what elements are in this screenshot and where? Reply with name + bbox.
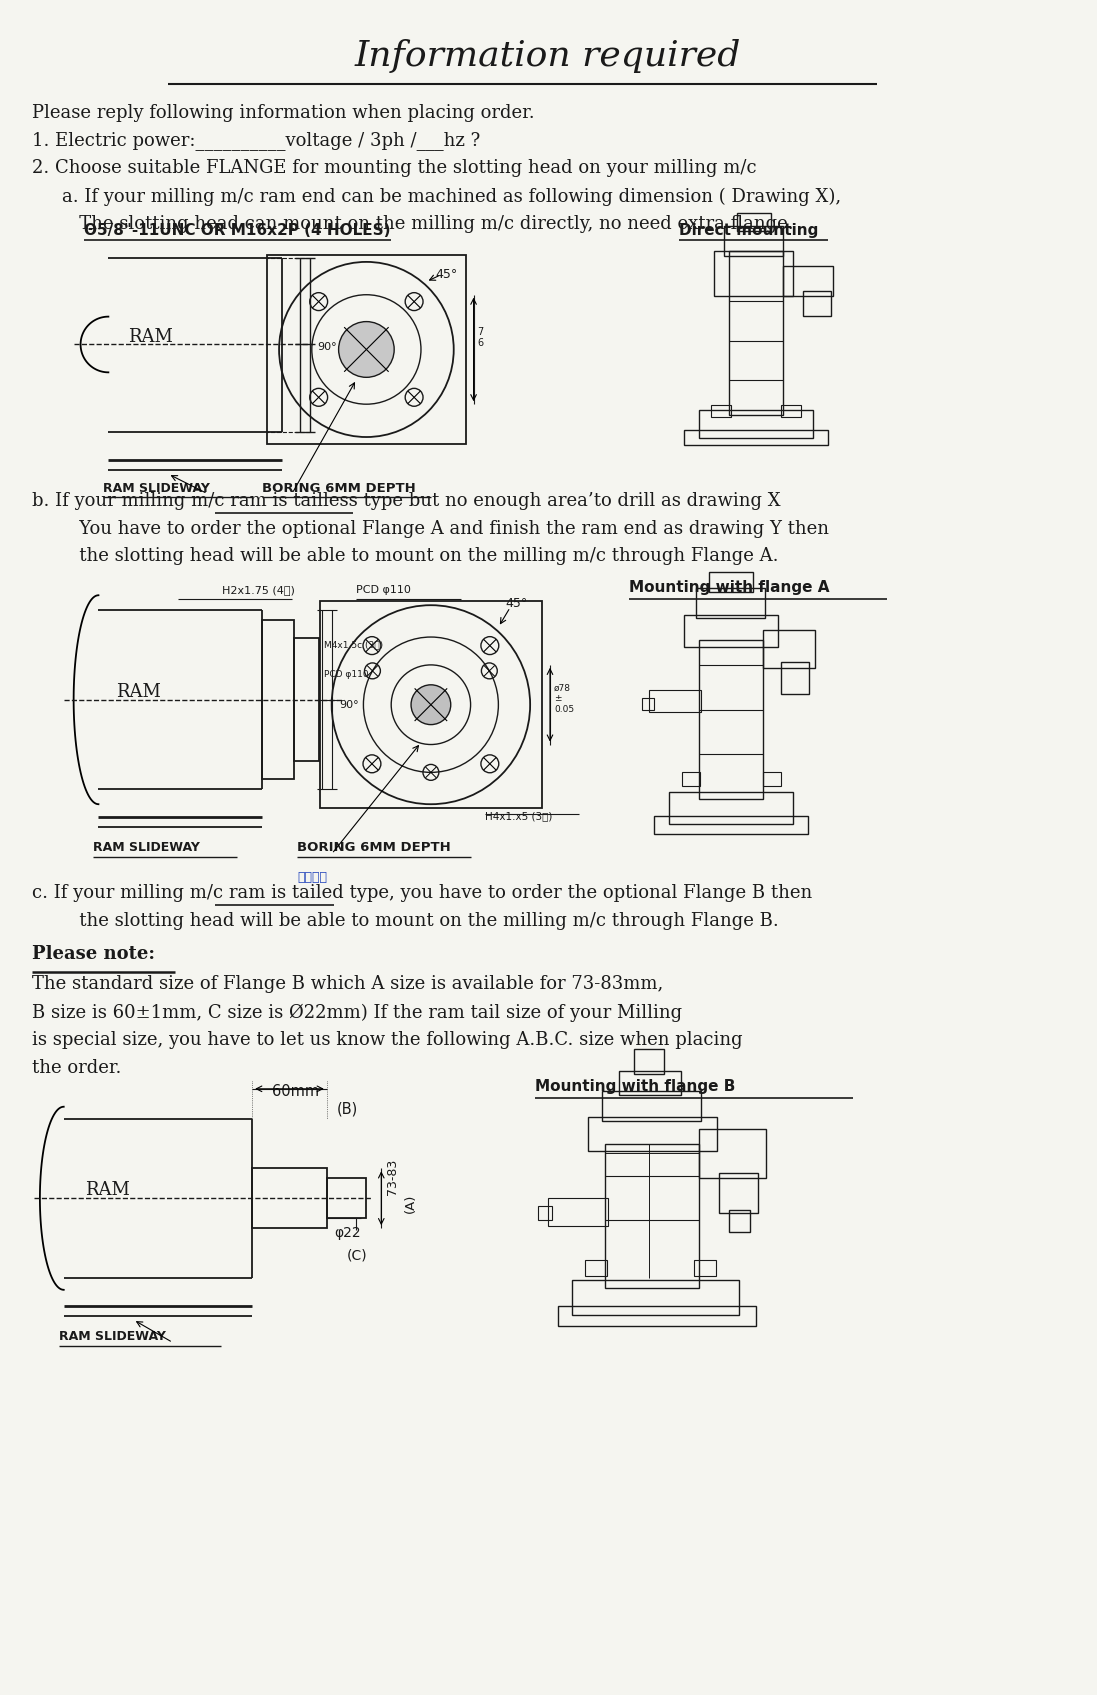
- Bar: [699, 641, 764, 800]
- Text: Information required: Information required: [354, 39, 742, 73]
- Bar: [711, 405, 731, 417]
- Bar: [585, 1259, 607, 1276]
- Bar: [803, 292, 830, 315]
- Text: φ22: φ22: [335, 1225, 361, 1241]
- Bar: [669, 792, 793, 824]
- Bar: [683, 431, 828, 446]
- Bar: [724, 225, 783, 256]
- Text: You have to order the optional Flange A and finish the ram end as drawing Y then: You have to order the optional Flange A …: [61, 520, 828, 537]
- Bar: [714, 251, 793, 295]
- Text: b. If your milling m/c ram is tailless type but no enough area’to drill as drawi: b. If your milling m/c ram is tailless t…: [32, 492, 781, 510]
- Bar: [682, 773, 700, 786]
- Bar: [694, 1259, 715, 1276]
- Bar: [781, 405, 801, 417]
- Bar: [728, 251, 783, 415]
- Bar: [764, 773, 781, 786]
- Text: The slotting head can mount on the milling m/c directly, no need extra flange.: The slotting head can mount on the milli…: [61, 215, 793, 234]
- Bar: [558, 1305, 757, 1325]
- Text: The standard size of Flange B which A size is available for 73-83mm,: The standard size of Flange B which A si…: [32, 975, 664, 993]
- Bar: [572, 1280, 738, 1315]
- Bar: [539, 1207, 552, 1220]
- Text: Please note:: Please note:: [32, 944, 155, 963]
- Text: the order.: the order.: [32, 1059, 122, 1076]
- Circle shape: [411, 685, 451, 724]
- Bar: [634, 1049, 664, 1075]
- Text: is special size, you have to let us know the following A.B.C. size when placing: is special size, you have to let us know…: [32, 1031, 743, 1049]
- Text: 60mm: 60mm: [272, 1083, 319, 1098]
- Bar: [268, 254, 465, 444]
- Text: Direct mounting: Direct mounting: [679, 224, 818, 237]
- Text: RAM SLIDEWAY: RAM SLIDEWAY: [103, 481, 211, 495]
- Text: RAM SLIDEWAY: RAM SLIDEWAY: [59, 1329, 166, 1342]
- Text: BORING 6MM DEPTH: BORING 6MM DEPTH: [262, 481, 416, 495]
- Text: 90°: 90°: [317, 342, 337, 353]
- Text: the slotting head will be able to mount on the milling m/c through Flange A.: the slotting head will be able to mount …: [61, 547, 778, 566]
- Text: Θ5/8"-11UNC OR M16x2P (4 HOLES): Θ5/8"-11UNC OR M16x2P (4 HOLES): [83, 224, 391, 237]
- Bar: [783, 266, 833, 295]
- Text: PCD φ110: PCD φ110: [324, 670, 369, 680]
- Text: RAM: RAM: [86, 1181, 131, 1200]
- Bar: [781, 663, 808, 693]
- Text: (A): (A): [404, 1193, 417, 1214]
- Text: 7
6: 7 6: [477, 327, 484, 347]
- Text: 1. Electric power:__________voltage / 3ph /___hz ?: 1. Electric power:__________voltage / 3p…: [32, 132, 480, 151]
- Bar: [695, 588, 766, 619]
- Bar: [294, 637, 319, 761]
- Bar: [764, 631, 815, 668]
- Bar: [548, 1198, 608, 1225]
- Text: 2. Choose suitable FLANGE for mounting the slotting head on your milling m/c: 2. Choose suitable FLANGE for mounting t…: [32, 159, 757, 178]
- Text: Please reply following information when placing order.: Please reply following information when …: [32, 103, 534, 122]
- Text: RAM: RAM: [116, 683, 161, 700]
- Text: 45°: 45°: [506, 597, 528, 610]
- Bar: [683, 615, 778, 647]
- Bar: [736, 214, 771, 231]
- Bar: [327, 1178, 366, 1219]
- Bar: [604, 1144, 699, 1288]
- Text: (C): (C): [347, 1248, 367, 1263]
- Text: PCD φ110: PCD φ110: [357, 585, 411, 595]
- Bar: [601, 1092, 701, 1120]
- Text: H2x1.75 (4个): H2x1.75 (4个): [223, 585, 295, 595]
- Text: 90°: 90°: [340, 700, 359, 710]
- Bar: [649, 690, 701, 712]
- Bar: [252, 1168, 327, 1229]
- Bar: [642, 698, 654, 710]
- Bar: [728, 1210, 750, 1232]
- Bar: [654, 817, 808, 834]
- Bar: [262, 620, 294, 780]
- Bar: [620, 1071, 681, 1095]
- Text: M4x1.5c (3个): M4x1.5c (3个): [324, 641, 383, 649]
- Bar: [319, 602, 542, 809]
- Text: the slotting head will be able to mount on the milling m/c through Flange B.: the slotting head will be able to mount …: [61, 912, 779, 929]
- Text: RAM SLIDEWAY: RAM SLIDEWAY: [93, 841, 201, 854]
- Text: ø78
±
0.05: ø78 ± 0.05: [554, 683, 574, 714]
- Text: Mounting with flange B: Mounting with flange B: [535, 1078, 735, 1093]
- Bar: [588, 1117, 716, 1151]
- Bar: [699, 410, 813, 437]
- Text: H4x1.x5 (3个): H4x1.x5 (3个): [486, 812, 553, 820]
- Text: a. If your milling m/c ram end can be machined as following dimension ( Drawing : a. If your milling m/c ram end can be ma…: [61, 186, 841, 205]
- Text: c. If your milling m/c ram is tailed type, you have to order the optional Flange: c. If your milling m/c ram is tailed typ…: [32, 883, 812, 902]
- Text: BORING 6MM DEPTH: BORING 6MM DEPTH: [297, 841, 451, 854]
- Text: 45°: 45°: [436, 268, 459, 281]
- Circle shape: [339, 322, 394, 378]
- Text: B size is 60±1mm, C size is Ø22mm) If the ram tail size of your Milling: B size is 60±1mm, C size is Ø22mm) If th…: [32, 1003, 682, 1022]
- Text: (B): (B): [337, 1102, 358, 1117]
- Text: 73-83: 73-83: [386, 1158, 399, 1195]
- Text: Mounting with flange A: Mounting with flange A: [630, 580, 830, 595]
- Text: RAM: RAM: [128, 327, 173, 346]
- Bar: [709, 573, 754, 592]
- Bar: [699, 1129, 767, 1178]
- Bar: [719, 1173, 758, 1214]
- Text: 大工设备: 大工设备: [297, 871, 327, 883]
